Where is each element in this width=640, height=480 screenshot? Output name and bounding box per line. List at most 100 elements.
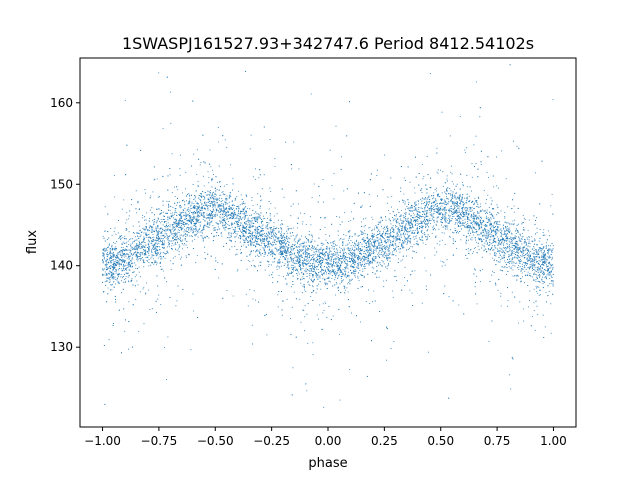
- data-point: [420, 239, 422, 241]
- data-point: [317, 244, 319, 246]
- data-point: [247, 259, 249, 262]
- data-point: [489, 213, 491, 216]
- data-point: [469, 222, 472, 224]
- data-point: [132, 242, 134, 244]
- data-point: [280, 265, 282, 267]
- data-point: [219, 220, 221, 222]
- data-point: [143, 266, 145, 268]
- data-point: [385, 239, 387, 241]
- data-point: [218, 210, 220, 212]
- data-point: [445, 216, 447, 219]
- data-point: [363, 237, 365, 239]
- data-point: [118, 282, 121, 284]
- data-point: [176, 249, 178, 251]
- data-point: [391, 195, 393, 198]
- data-point: [433, 210, 435, 213]
- data-point: [525, 268, 527, 271]
- data-point: [318, 251, 320, 253]
- data-point: [384, 154, 386, 156]
- data-point: [153, 220, 155, 223]
- data-point: [510, 254, 512, 257]
- data-point: [286, 298, 288, 300]
- data-point: [298, 251, 301, 253]
- data-point: [190, 216, 192, 218]
- data-point: [220, 217, 222, 219]
- data-point: [257, 193, 259, 195]
- data-point: [323, 243, 325, 245]
- data-point: [249, 215, 251, 217]
- data-point: [273, 231, 275, 233]
- data-point: [159, 261, 162, 263]
- data-point: [249, 289, 251, 291]
- data-point: [208, 226, 210, 229]
- data-point: [521, 256, 523, 258]
- data-point: [405, 223, 407, 225]
- data-point: [228, 234, 230, 236]
- data-point: [533, 247, 535, 249]
- data-point: [186, 235, 188, 237]
- data-point: [409, 228, 411, 230]
- data-point: [509, 267, 511, 269]
- data-point: [330, 281, 332, 283]
- data-point: [271, 249, 273, 251]
- data-point: [234, 212, 236, 214]
- data-point: [416, 230, 419, 232]
- data-point: [485, 238, 487, 240]
- data-point: [396, 236, 398, 238]
- data-point: [446, 224, 448, 227]
- data-point: [390, 348, 392, 350]
- data-point: [538, 286, 540, 288]
- data-point: [328, 251, 330, 253]
- data-point: [487, 194, 489, 196]
- data-point: [192, 217, 194, 219]
- data-point: [281, 229, 283, 231]
- data-point: [464, 151, 466, 153]
- data-point: [290, 205, 292, 207]
- data-point: [435, 187, 437, 189]
- data-point: [153, 236, 155, 238]
- data-point: [456, 212, 458, 214]
- data-point: [166, 234, 168, 236]
- data-point: [191, 229, 193, 231]
- data-point: [201, 235, 203, 237]
- data-point: [251, 218, 253, 220]
- data-point: [176, 233, 178, 235]
- data-point: [297, 271, 299, 273]
- data-point: [215, 212, 217, 214]
- data-point: [399, 236, 401, 238]
- data-point: [395, 276, 397, 278]
- data-point: [184, 216, 187, 218]
- data-point: [432, 205, 434, 207]
- data-point: [414, 229, 416, 231]
- data-point: [363, 226, 365, 228]
- data-point: [218, 141, 220, 143]
- data-point: [154, 247, 156, 249]
- data-point: [534, 273, 536, 275]
- data-point: [222, 191, 224, 193]
- data-point: [329, 260, 331, 262]
- data-point: [130, 247, 132, 249]
- data-point: [321, 257, 323, 259]
- data-point: [278, 230, 280, 232]
- data-point: [308, 277, 310, 279]
- data-point: [211, 194, 213, 196]
- data-point: [270, 264, 272, 266]
- data-point: [241, 203, 243, 205]
- data-point: [487, 217, 489, 219]
- data-point: [528, 219, 530, 221]
- data-point: [131, 262, 133, 264]
- data-point: [223, 215, 226, 218]
- data-point: [388, 245, 391, 247]
- data-point: [222, 199, 224, 201]
- data-point: [533, 238, 535, 240]
- data-point: [320, 271, 322, 273]
- data-point: [404, 240, 406, 242]
- data-point: [138, 266, 140, 268]
- data-point: [293, 141, 295, 143]
- data-point: [122, 236, 124, 239]
- data-point: [104, 281, 106, 283]
- data-point: [300, 243, 302, 245]
- data-point: [179, 221, 181, 223]
- data-point: [230, 207, 232, 209]
- data-point: [527, 254, 529, 256]
